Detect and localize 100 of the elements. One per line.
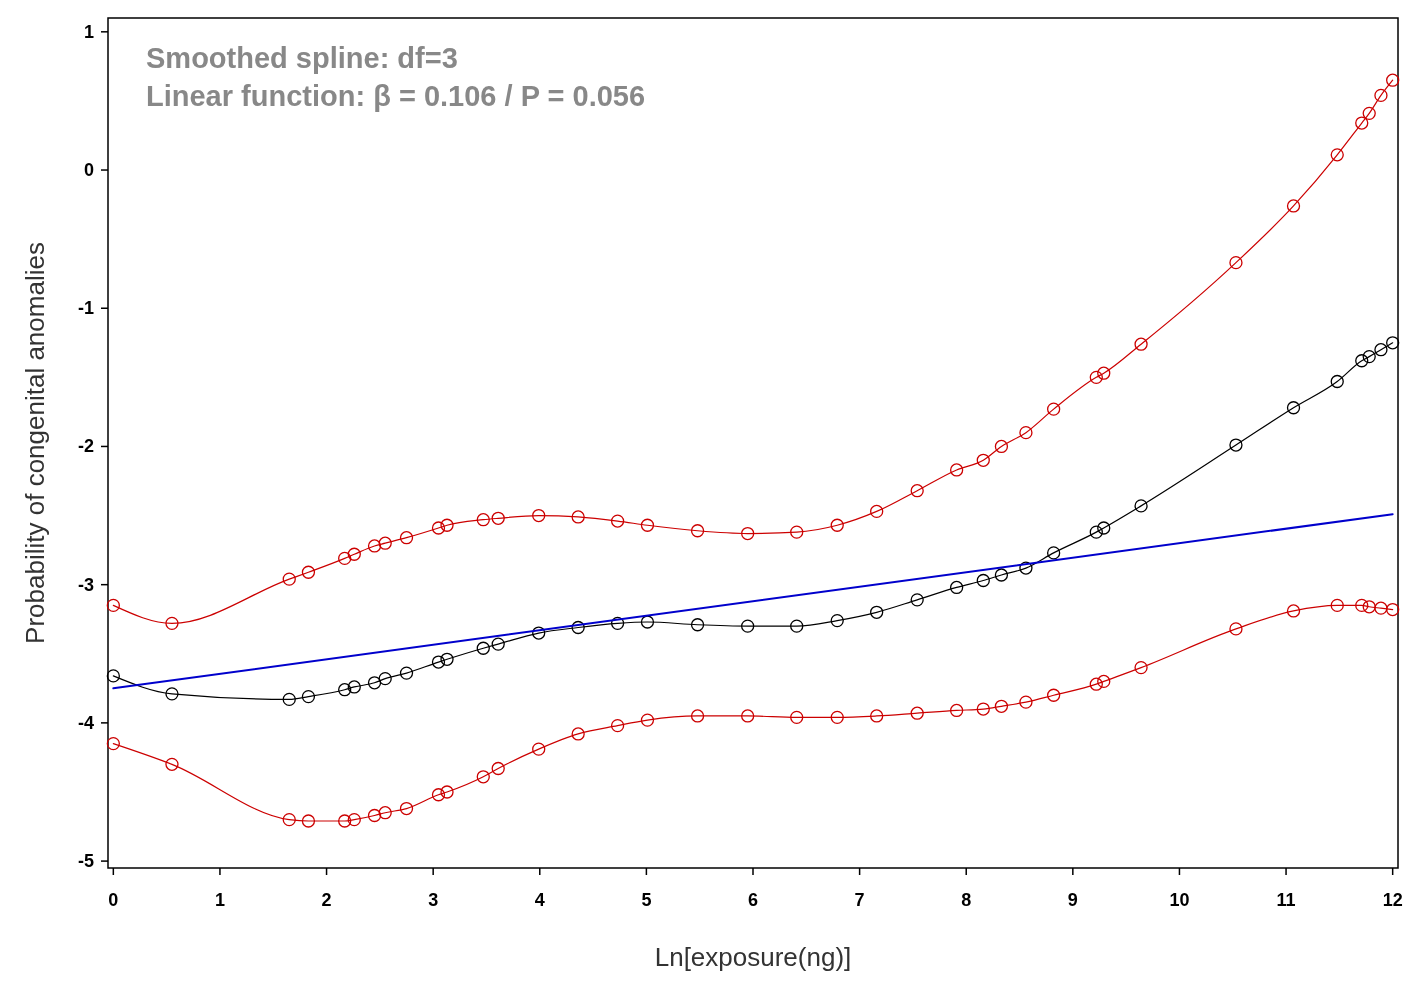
x-tick-label: 7 [854,890,865,910]
point [949,703,964,718]
point [282,812,296,827]
x-tick-label: 8 [961,890,972,910]
x-tick-label: 6 [747,890,759,910]
point [690,524,705,538]
point [1355,354,1369,368]
x-tick-label: 11 [1276,890,1296,910]
point [440,518,454,532]
point [399,531,414,545]
x-tick-label: 5 [641,890,652,910]
x-tick-label: 12 [1382,890,1403,910]
point [367,808,382,823]
point [571,727,585,741]
y-tick-label: 1 [83,21,94,42]
point [610,718,625,733]
point [870,504,884,519]
point [1229,622,1243,636]
point [571,510,585,524]
point [1019,695,1033,709]
point [378,806,392,820]
point [301,565,316,579]
y-tick-label: -3 [77,574,94,595]
point [347,547,361,561]
point [1374,88,1388,103]
point [1134,660,1148,675]
y-tick-label: -1 [77,298,94,319]
point [1330,374,1344,389]
point [640,518,655,532]
point [106,598,120,613]
point [830,518,844,532]
point [1362,106,1376,121]
point [1097,366,1111,380]
point [1134,337,1148,351]
point [1355,598,1369,613]
point [1134,499,1148,513]
point [378,536,392,550]
point [532,508,546,523]
point [1286,401,1301,415]
x-tick-label: 0 [108,890,119,910]
point [994,439,1009,454]
point [910,706,924,720]
point [1097,674,1111,689]
point [476,770,490,784]
x-axis-title: Ln[exposure(ng)] [654,942,852,972]
y-tick-label: -2 [77,436,94,457]
point [378,672,392,686]
point [347,680,361,694]
point [976,702,990,716]
point [106,669,120,683]
point [1386,602,1400,617]
point [338,814,352,828]
x-tick-label: 10 [1169,890,1190,910]
point [532,626,546,640]
x-tick-label: 9 [1067,890,1078,910]
point [1286,199,1301,213]
point [532,742,546,756]
point [830,710,844,724]
point [1089,677,1103,691]
point [610,616,625,631]
point [949,463,964,477]
y-tick-label: 0 [83,160,94,181]
point [165,616,179,631]
point [1229,255,1243,270]
point [440,785,454,799]
point [367,676,382,690]
point [1386,336,1400,350]
point [870,605,884,619]
x-tick-label: 1 [214,890,225,910]
point [301,814,316,828]
annotation: Smoothed spline: df=3 [146,42,458,74]
y-axis-title: Probability of congenital anomalies [20,242,50,644]
point [1089,525,1103,539]
point [610,514,625,528]
point [790,619,804,633]
point [910,484,924,498]
point [976,453,990,467]
point [1019,561,1033,575]
point [282,572,296,586]
point [741,619,755,633]
point [1046,546,1061,560]
x-tick-label: 3 [428,890,439,910]
point [640,713,655,727]
point [476,641,490,655]
y-tick-label: -5 [77,851,94,872]
x-tick-label: 4 [534,890,545,910]
point [910,593,924,607]
point [1355,116,1369,130]
point [690,618,705,632]
point [338,683,352,697]
point [1330,598,1344,613]
point [1046,402,1061,416]
point [399,666,414,680]
point [741,526,755,541]
point [347,812,361,827]
point [994,568,1009,582]
annotation: Linear function: β = 0.106 / P = 0.056 [146,80,646,112]
point [338,551,352,566]
point [949,580,964,595]
x-tick-label: 2 [321,890,332,910]
